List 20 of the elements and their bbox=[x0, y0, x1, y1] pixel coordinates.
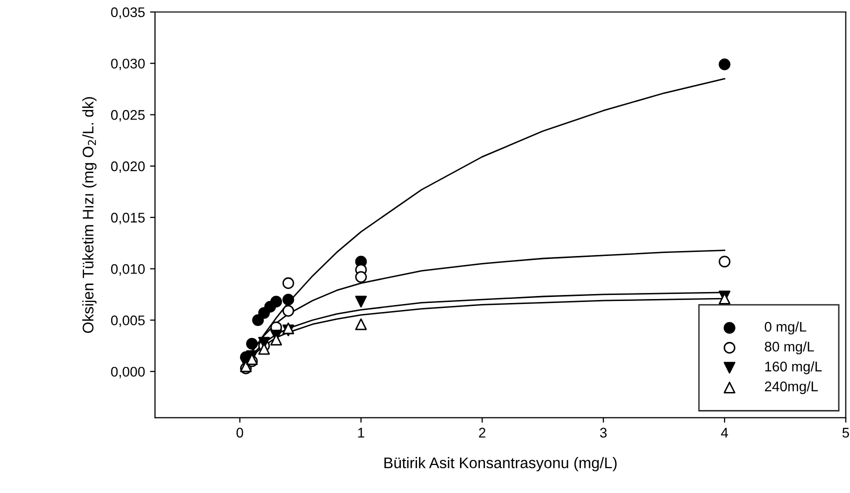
x-axis-title: Bütirik Asit Konsantrasyonu (mg/L) bbox=[384, 457, 617, 472]
x-tick-label: 1 bbox=[358, 428, 364, 438]
y-tick-label: 0,025 bbox=[111, 110, 145, 122]
legend-label: 0 mg/L bbox=[764, 321, 806, 334]
y-tick-label: 0,035 bbox=[111, 7, 145, 19]
x-tick-label: 0 bbox=[236, 428, 244, 438]
y-tick-label: 0,010 bbox=[111, 264, 145, 276]
x-tick-label: 5 bbox=[842, 428, 850, 438]
x-tick-label: 2 bbox=[479, 428, 486, 438]
y-axis-title: Oksijen Tüketim Hızı (mg O$_{2}$/L. dk) bbox=[82, 97, 97, 333]
y-tick-label: 0,005 bbox=[111, 315, 145, 327]
x-tick-label: 3 bbox=[600, 428, 607, 438]
legend-label: 240mg/L bbox=[764, 381, 818, 394]
y-tick-label: 0,030 bbox=[111, 58, 145, 70]
legend-label: 160 mg/L bbox=[765, 361, 822, 374]
y-tick-label: 0,015 bbox=[111, 212, 145, 224]
y-tick-label: 0,020 bbox=[111, 161, 145, 173]
y-tick-label: 0,000 bbox=[111, 366, 145, 378]
x-tick-label: 4 bbox=[721, 428, 728, 438]
legend-label: 80 mg/L bbox=[764, 341, 814, 354]
